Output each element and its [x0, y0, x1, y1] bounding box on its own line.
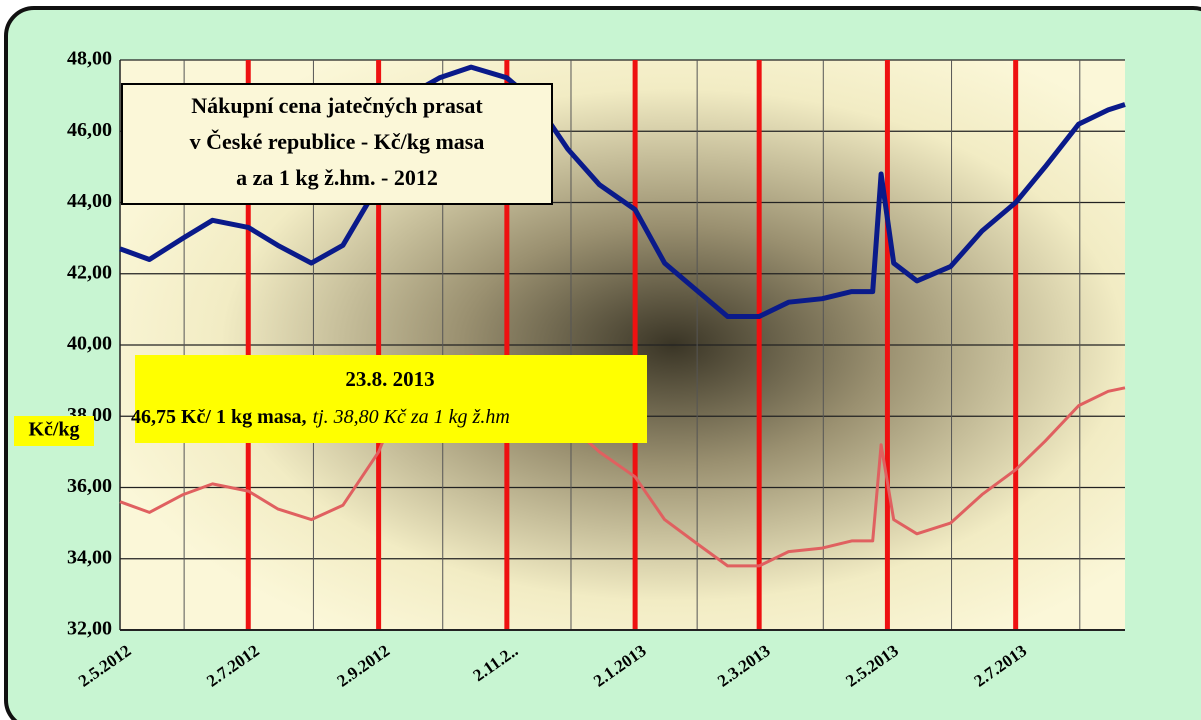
y-tick-label: 42,00 — [67, 261, 112, 283]
y-tick-label: 34,00 — [67, 546, 112, 568]
y-tick-label: 36,00 — [67, 475, 112, 497]
annotation-note: tj. 38,80 Kč za 1 kg ž.hm — [313, 406, 510, 428]
annotation-value: 46,75 Kč/ 1 kg masa, — [131, 406, 307, 428]
y-axis-label: Kč/kg — [28, 419, 79, 441]
y-tick-label: 46,00 — [67, 119, 112, 141]
annotation-box — [135, 355, 647, 443]
title-line: a za 1 kg ž.hm. - 2012 — [236, 165, 438, 190]
title-line: Nákupní cena jatečných prasat — [191, 93, 483, 118]
title-box — [121, 83, 553, 205]
y-tick-label: 44,00 — [67, 190, 112, 212]
series-line — [119, 354, 1126, 568]
y-label-box — [14, 416, 94, 446]
annotation-text: 46,75 Kč/ 1 kg masa, tj. 38,80 Kč za 1 kg… — [131, 406, 510, 428]
series-line — [119, 64, 1126, 319]
annotation-date: 23.8. 2013 — [345, 367, 434, 391]
y-tick-label: 32,00 — [67, 618, 112, 640]
title-line: v České republice - Kč/kg masa — [190, 129, 485, 154]
y-tick-label: 40,00 — [67, 333, 112, 355]
y-tick-label: 48,00 — [67, 48, 112, 70]
